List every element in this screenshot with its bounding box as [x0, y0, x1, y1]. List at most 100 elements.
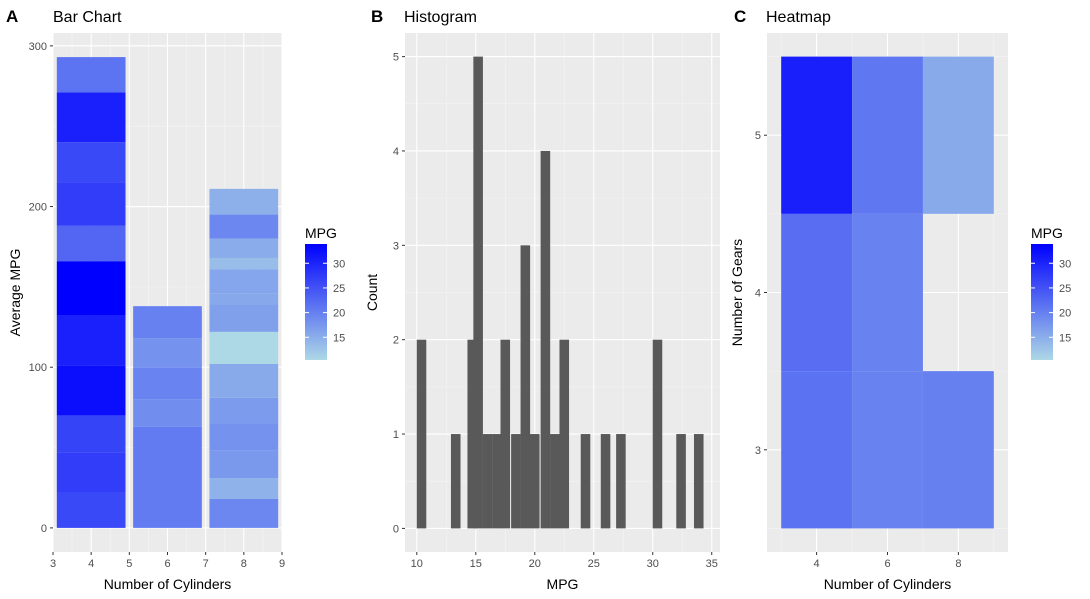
bar-segment [209, 478, 279, 499]
bar-segment [56, 452, 126, 493]
y-tick-label: 1 [393, 429, 399, 441]
legend-label: 15 [1059, 332, 1071, 344]
histogram-bar [529, 434, 540, 529]
y-axis-title: Number of Gears [729, 239, 745, 346]
histogram-bar [482, 434, 493, 529]
bar-segment [56, 365, 126, 416]
legend-label: 15 [333, 332, 345, 344]
histogram-bar [416, 339, 427, 529]
bar-segment [133, 367, 202, 400]
x-tick-label: 35 [706, 558, 718, 570]
bar-segment [209, 397, 279, 424]
bar-segment [56, 92, 126, 143]
y-tick-label: 4 [393, 146, 399, 158]
x-tick-label: 8 [955, 558, 961, 570]
heatmap-cell [781, 371, 853, 529]
histogram-bar [540, 150, 551, 529]
bar-segment [209, 423, 279, 451]
heatmap-cell [922, 56, 994, 214]
histogram-bar [473, 56, 483, 529]
y-tick-label: 300 [29, 41, 47, 53]
bar-segment [56, 225, 126, 262]
x-tick-label: 4 [88, 558, 94, 570]
y-axis-title: Average MPG [7, 249, 23, 337]
bar-segment [209, 450, 279, 479]
heatmap-cell [852, 213, 923, 372]
x-tick-label: 15 [470, 558, 482, 570]
bar-segment [133, 399, 202, 427]
y-tick-label: 5 [755, 130, 761, 142]
bar-segment [56, 57, 126, 93]
y-tick-label: 2 [393, 335, 399, 347]
x-tick-label: 3 [50, 558, 56, 570]
bar-segment [209, 257, 279, 270]
x-tick-label: 8 [241, 558, 247, 570]
histogram-bar [450, 434, 461, 529]
histogram-bar [600, 434, 611, 529]
bar-segment [56, 142, 126, 183]
x-tick-label: 4 [814, 558, 820, 570]
y-tick-label: 4 [755, 288, 761, 300]
histogram-bar [652, 339, 663, 529]
y-tick-label: 0 [393, 523, 399, 535]
histogram-bar [676, 434, 686, 529]
histogram-bar [511, 434, 521, 529]
y-tick-label: 3 [755, 445, 761, 457]
legend-label: 25 [1059, 283, 1071, 295]
histogram-bar [559, 339, 570, 529]
legend-label: 25 [333, 283, 345, 295]
bar-segment [209, 238, 279, 258]
bar-segment [209, 304, 279, 332]
x-axis-title: Number of Cylinders [104, 576, 232, 592]
y-tick-label: 100 [29, 362, 47, 374]
panel-a: 3 4 5 6 7 8 9 0 100 200 300 A Bar Chart Number of Cyl… [6, 7, 345, 592]
bar-segment [209, 498, 279, 528]
bar-segment [56, 415, 126, 453]
x-tick-label: 5 [126, 558, 132, 570]
histogram-bar [500, 339, 511, 529]
legend-title: MPG [1031, 225, 1063, 241]
bar-segment [209, 364, 279, 398]
histogram-bar [616, 434, 626, 529]
bar-segment [209, 269, 279, 294]
legend: MPG 15 20 25 30 [1031, 225, 1071, 360]
legend-label: 30 [1059, 258, 1071, 270]
histogram-bar [492, 434, 502, 529]
bar-segment [209, 331, 279, 365]
heatmap-cell [852, 56, 923, 214]
y-tick-label: 3 [393, 240, 399, 252]
bar-segment [209, 293, 279, 305]
bar-segment [56, 492, 126, 528]
histogram-bar [467, 339, 478, 529]
legend-label: 30 [333, 258, 345, 270]
legend: MPG 15 20 25 30 [305, 225, 345, 360]
legend-colorbar [1031, 244, 1053, 360]
histogram-bar [693, 434, 704, 529]
panel-title: Bar Chart [53, 9, 122, 26]
bar-segment [133, 306, 202, 339]
panel-title: Heatmap [766, 9, 831, 26]
panel-letter: C [734, 7, 746, 26]
bar-segment [56, 315, 126, 366]
x-tick-label: 6 [884, 558, 890, 570]
panel-letter: A [6, 7, 18, 26]
legend-label: 20 [1059, 308, 1071, 320]
bar-segment [209, 214, 279, 239]
y-tick-label: 5 [393, 52, 399, 64]
heatmap-cell [852, 371, 923, 529]
x-tick-label: 10 [411, 558, 423, 570]
histogram-bar [550, 434, 560, 529]
panel-letter: B [371, 7, 383, 26]
x-axis-title: Number of Cylinders [824, 576, 952, 592]
x-tick-label: 25 [588, 558, 600, 570]
x-tick-label: 30 [647, 558, 659, 570]
y-axis-title: Count [364, 274, 380, 311]
bar-segment [56, 261, 126, 316]
panel-title: Histogram [404, 9, 477, 26]
x-tick-label: 20 [529, 558, 541, 570]
y-tick-label: 0 [41, 523, 47, 535]
x-axis-title: MPG [547, 576, 579, 592]
panel-c: 4 6 8 3 4 5 C Heatmap Number of Cylinders Number … [729, 7, 1071, 592]
heatmap-cell [781, 56, 853, 214]
